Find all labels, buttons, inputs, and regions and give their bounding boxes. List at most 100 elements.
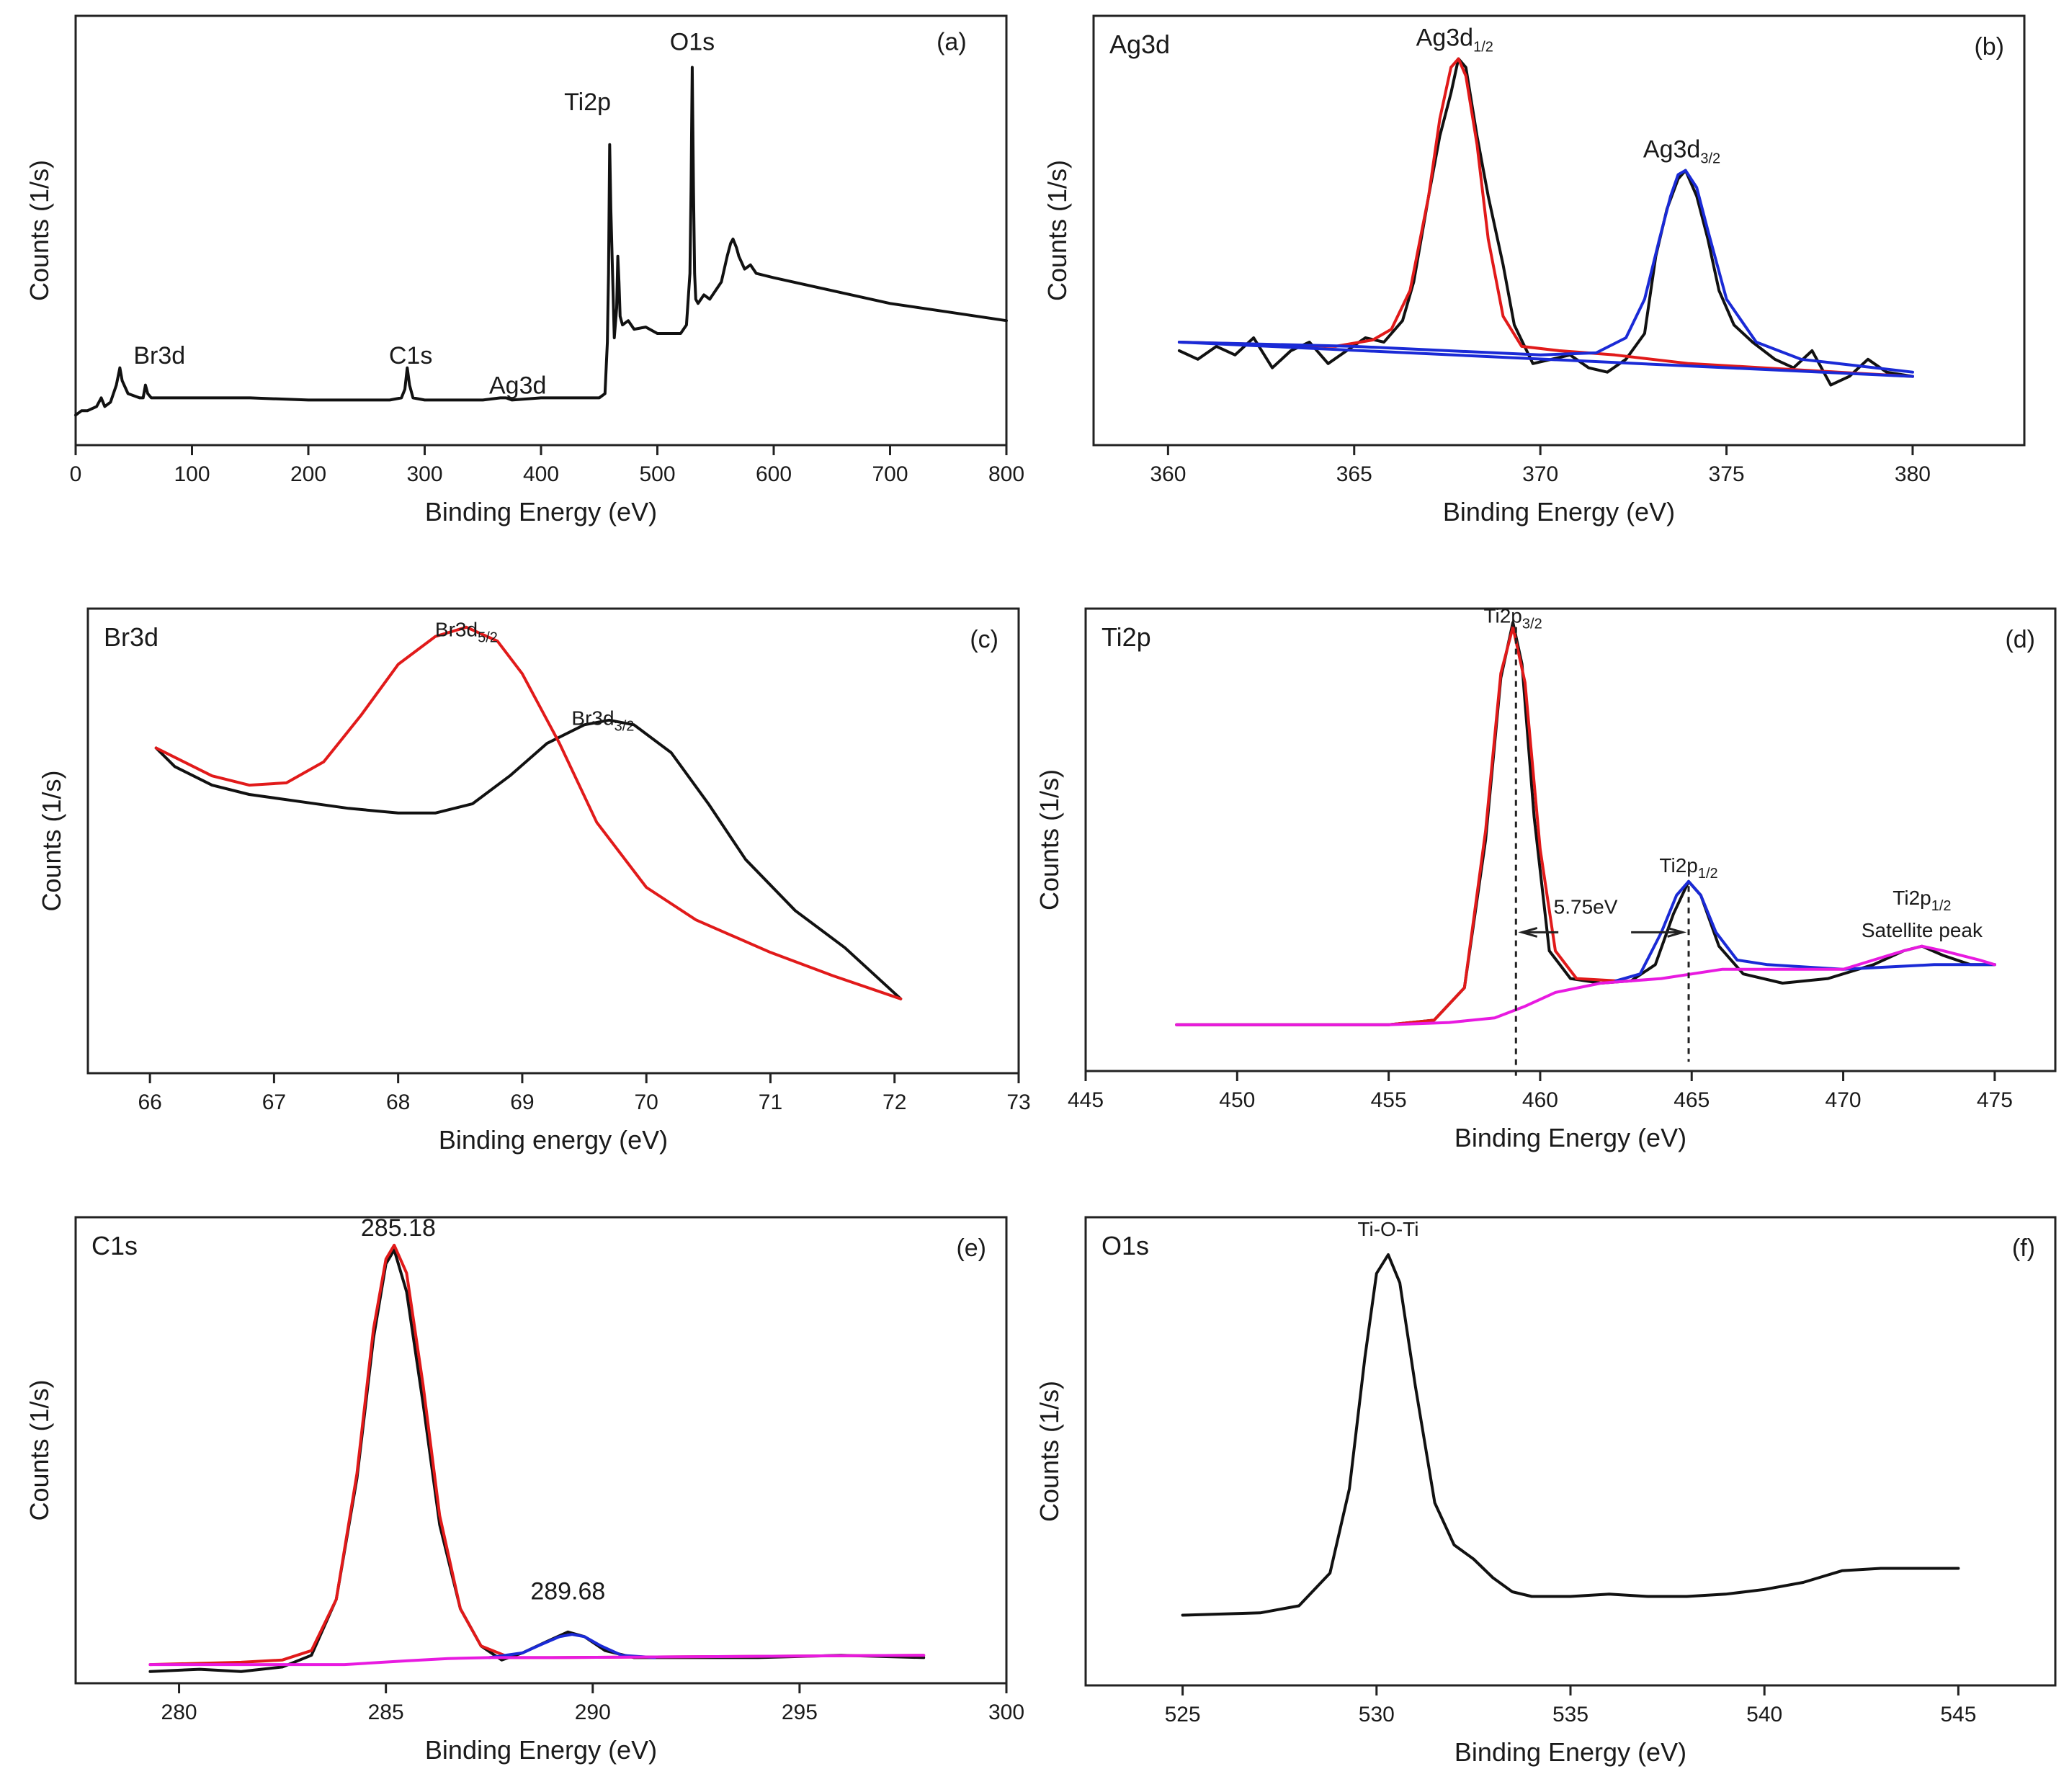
x-tick-label: 280 [161,1701,197,1724]
peak-annotation: Br3d [133,342,185,369]
x-tick-label: 70 [635,1090,658,1114]
y-axis-label: Counts (1/s) [24,1379,54,1520]
panel-f: 525 530 535 540 545 Binding Energy (eV) Counts… [1034,1216,2057,1767]
panel-tag: (d) [2005,626,2035,653]
x-tick-label: 0 [70,462,82,486]
y-axis-label: Counts (1/s) [1034,1381,1064,1522]
series-raw [1177,57,1914,387]
y-axis-label: Counts (1/s) [37,770,66,911]
x-tick-label: 71 [759,1090,782,1114]
x-axis-label: Binding Energy (eV) [425,1735,657,1765]
x-tick-label: 700 [872,462,908,486]
peak-annotation: Ti2p [564,89,611,116]
x-tick-label: 445 [1068,1088,1104,1112]
panel-e: 280 285 290 295 300 Binding Energy (eV) Counts… [24,1214,1024,1765]
series-o-c-o-fit [488,1633,656,1659]
panel-b: 360 365 370 375 380 Binding Energy (eV) Counts… [1042,14,2026,527]
series-raw [148,1248,926,1673]
x-tick-label: 72 [882,1090,906,1114]
plot-frame [1092,14,2026,447]
x-tick-label: 600 [756,462,792,486]
plot-frame [1084,607,2057,1072]
arrow-right [1631,926,1687,938]
panel-title: Ag3d [1109,30,1170,59]
x-tick-label: 67 [262,1090,286,1114]
x-tick-label: 375 [1709,462,1745,486]
peak-annotation: Satellite peak [1862,919,1983,941]
x-tick-label: 460 [1522,1088,1558,1112]
series-background [1175,944,1996,1026]
peak-annotation: Ag3d3/2 [1643,136,1720,167]
y-axis-label: Counts (1/s) [1042,160,1072,301]
panel-tag: (a) [937,29,967,56]
annotation-subscript: 3/2 [615,718,635,734]
annotation-subscript: 3/2 [1700,151,1720,167]
series-background [148,1654,926,1667]
series-c-c-fit [148,1243,926,1667]
panel-a: 0 100 200 300 400 500 600 700 800 Binding Energy … [24,14,1024,527]
peak-annotation: C1s [389,342,432,369]
panel-title: Ti2p [1101,622,1151,652]
plot-frame [74,1216,1008,1685]
series-fit-ag3d3-2 [1177,169,1914,374]
x-tick-label: 465 [1673,1088,1710,1112]
x-tick-label: 69 [510,1090,534,1114]
x-tick-label: 285 [368,1701,404,1724]
x-tick-label: 475 [1977,1088,2013,1112]
x-tick-label: 295 [782,1701,818,1724]
x-tick-label: 525 [1165,1703,1201,1726]
series-fit-ag3d5-2 [1177,57,1914,378]
x-tick-label: 450 [1219,1088,1255,1112]
series-ti2p3-2-fit [1175,625,1618,1026]
peak-annotation: 289.68 [530,1578,605,1605]
panel-tag: (f) [2012,1235,2035,1262]
x-axis-label: Binding Energy (eV) [1443,497,1675,527]
annotation-subscript: 1/2 [1473,40,1493,55]
peak-annotation: Ti2p3/2 [1483,604,1542,632]
y-axis-label: Counts (1/s) [24,160,54,301]
x-tick-label: 300 [988,1701,1024,1724]
x-tick-label: 455 [1371,1088,1407,1112]
x-tick-label: 800 [988,462,1024,486]
series-ti2p1-2-fit [1614,879,1996,982]
x-axis-label: Binding Energy (eV) [425,497,657,527]
x-tick-label: 68 [386,1090,410,1114]
peak-annotation: O1s [670,29,715,56]
peak-annotation: Ti-O-Ti [1357,1218,1418,1240]
x-tick-label: 200 [290,462,326,486]
x-tick-label: 73 [1006,1090,1030,1114]
peak-annotation: Ti2p1/2 [1893,887,1951,914]
annotation-subscript: 5/2 [478,630,498,646]
x-tick-label: 290 [575,1701,611,1724]
x-tick-label: 365 [1336,462,1372,486]
annotation-subscript: 1/2 [1931,898,1952,914]
x-axis-label: Binding Energy (eV) [1454,1123,1686,1152]
x-tick-label: 540 [1746,1703,1782,1726]
panel-d: 445 450 455 460 465 470 475 Binding Energy (eV)… [1034,604,2057,1152]
peak-annotation: Ag3d [489,372,546,399]
x-tick-label: 535 [1552,1703,1588,1726]
panel-title: O1s [1101,1231,1149,1260]
y-axis-label: Counts (1/s) [1034,769,1064,910]
series-o1s [1181,1253,1960,1617]
peak-annotation: Ti2p1/2 [1659,854,1717,882]
x-axis-label: Binding Energy (eV) [1454,1737,1686,1767]
x-tick-label: 470 [1826,1088,1862,1112]
panel-c: 66 67 68 69 70 71 72 73 Binding energy (eV) Count… [37,607,1031,1155]
x-tick-label: 66 [138,1090,161,1114]
x-tick-label: 380 [1895,462,1931,486]
series-survey [74,66,1008,417]
series-br3d5-2-fit [154,625,903,1000]
plot-frame [86,607,1020,1075]
peak-annotation: Br3d5/2 [435,619,498,646]
x-axis-label: Binding energy (eV) [439,1125,668,1155]
annotation-subscript: 1/2 [1698,866,1718,882]
series-raw [1175,621,1996,1026]
x-tick-label: 360 [1150,462,1186,486]
x-tick-label: 400 [523,462,559,486]
x-tick-label: 530 [1359,1703,1395,1726]
panel-title: Br3d [104,622,158,652]
series-baseline [1177,341,1914,378]
x-tick-label: 100 [174,462,210,486]
